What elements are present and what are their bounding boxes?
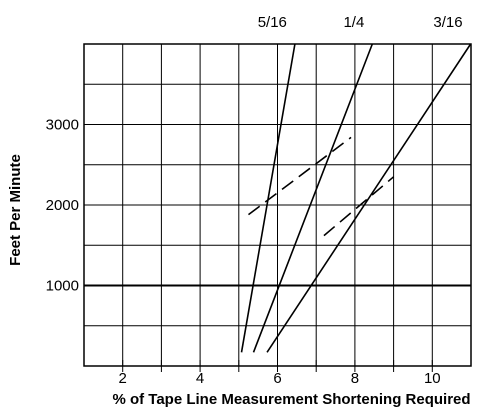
x-tick-label: 10: [424, 370, 441, 387]
x-tick-label: 6: [273, 370, 281, 387]
x-tick-marks: [122, 360, 433, 372]
series-label: 5/16: [258, 14, 287, 31]
series-label: 3/16: [433, 14, 462, 31]
y-tick-label: 2000: [46, 197, 79, 214]
dashed-line: [323, 176, 395, 237]
series-group: [240, 43, 472, 353]
x-axis-title: % of Tape Line Measurement Shortening Re…: [112, 391, 470, 408]
x-tick-label: 4: [196, 370, 204, 387]
series-label: 1/4: [343, 14, 364, 31]
x-tick-label: 2: [119, 370, 127, 387]
y-axis-title: Feet Per Minute: [7, 154, 24, 266]
y-tick-label: 3000: [46, 117, 79, 134]
dashed-line: [247, 136, 352, 216]
y-tick-label: 1000: [46, 278, 79, 295]
series-line: [266, 43, 472, 353]
series-line: [240, 43, 296, 353]
series-line: [252, 43, 374, 353]
x-tick-label: 8: [351, 370, 359, 387]
grid-group: [84, 44, 471, 366]
